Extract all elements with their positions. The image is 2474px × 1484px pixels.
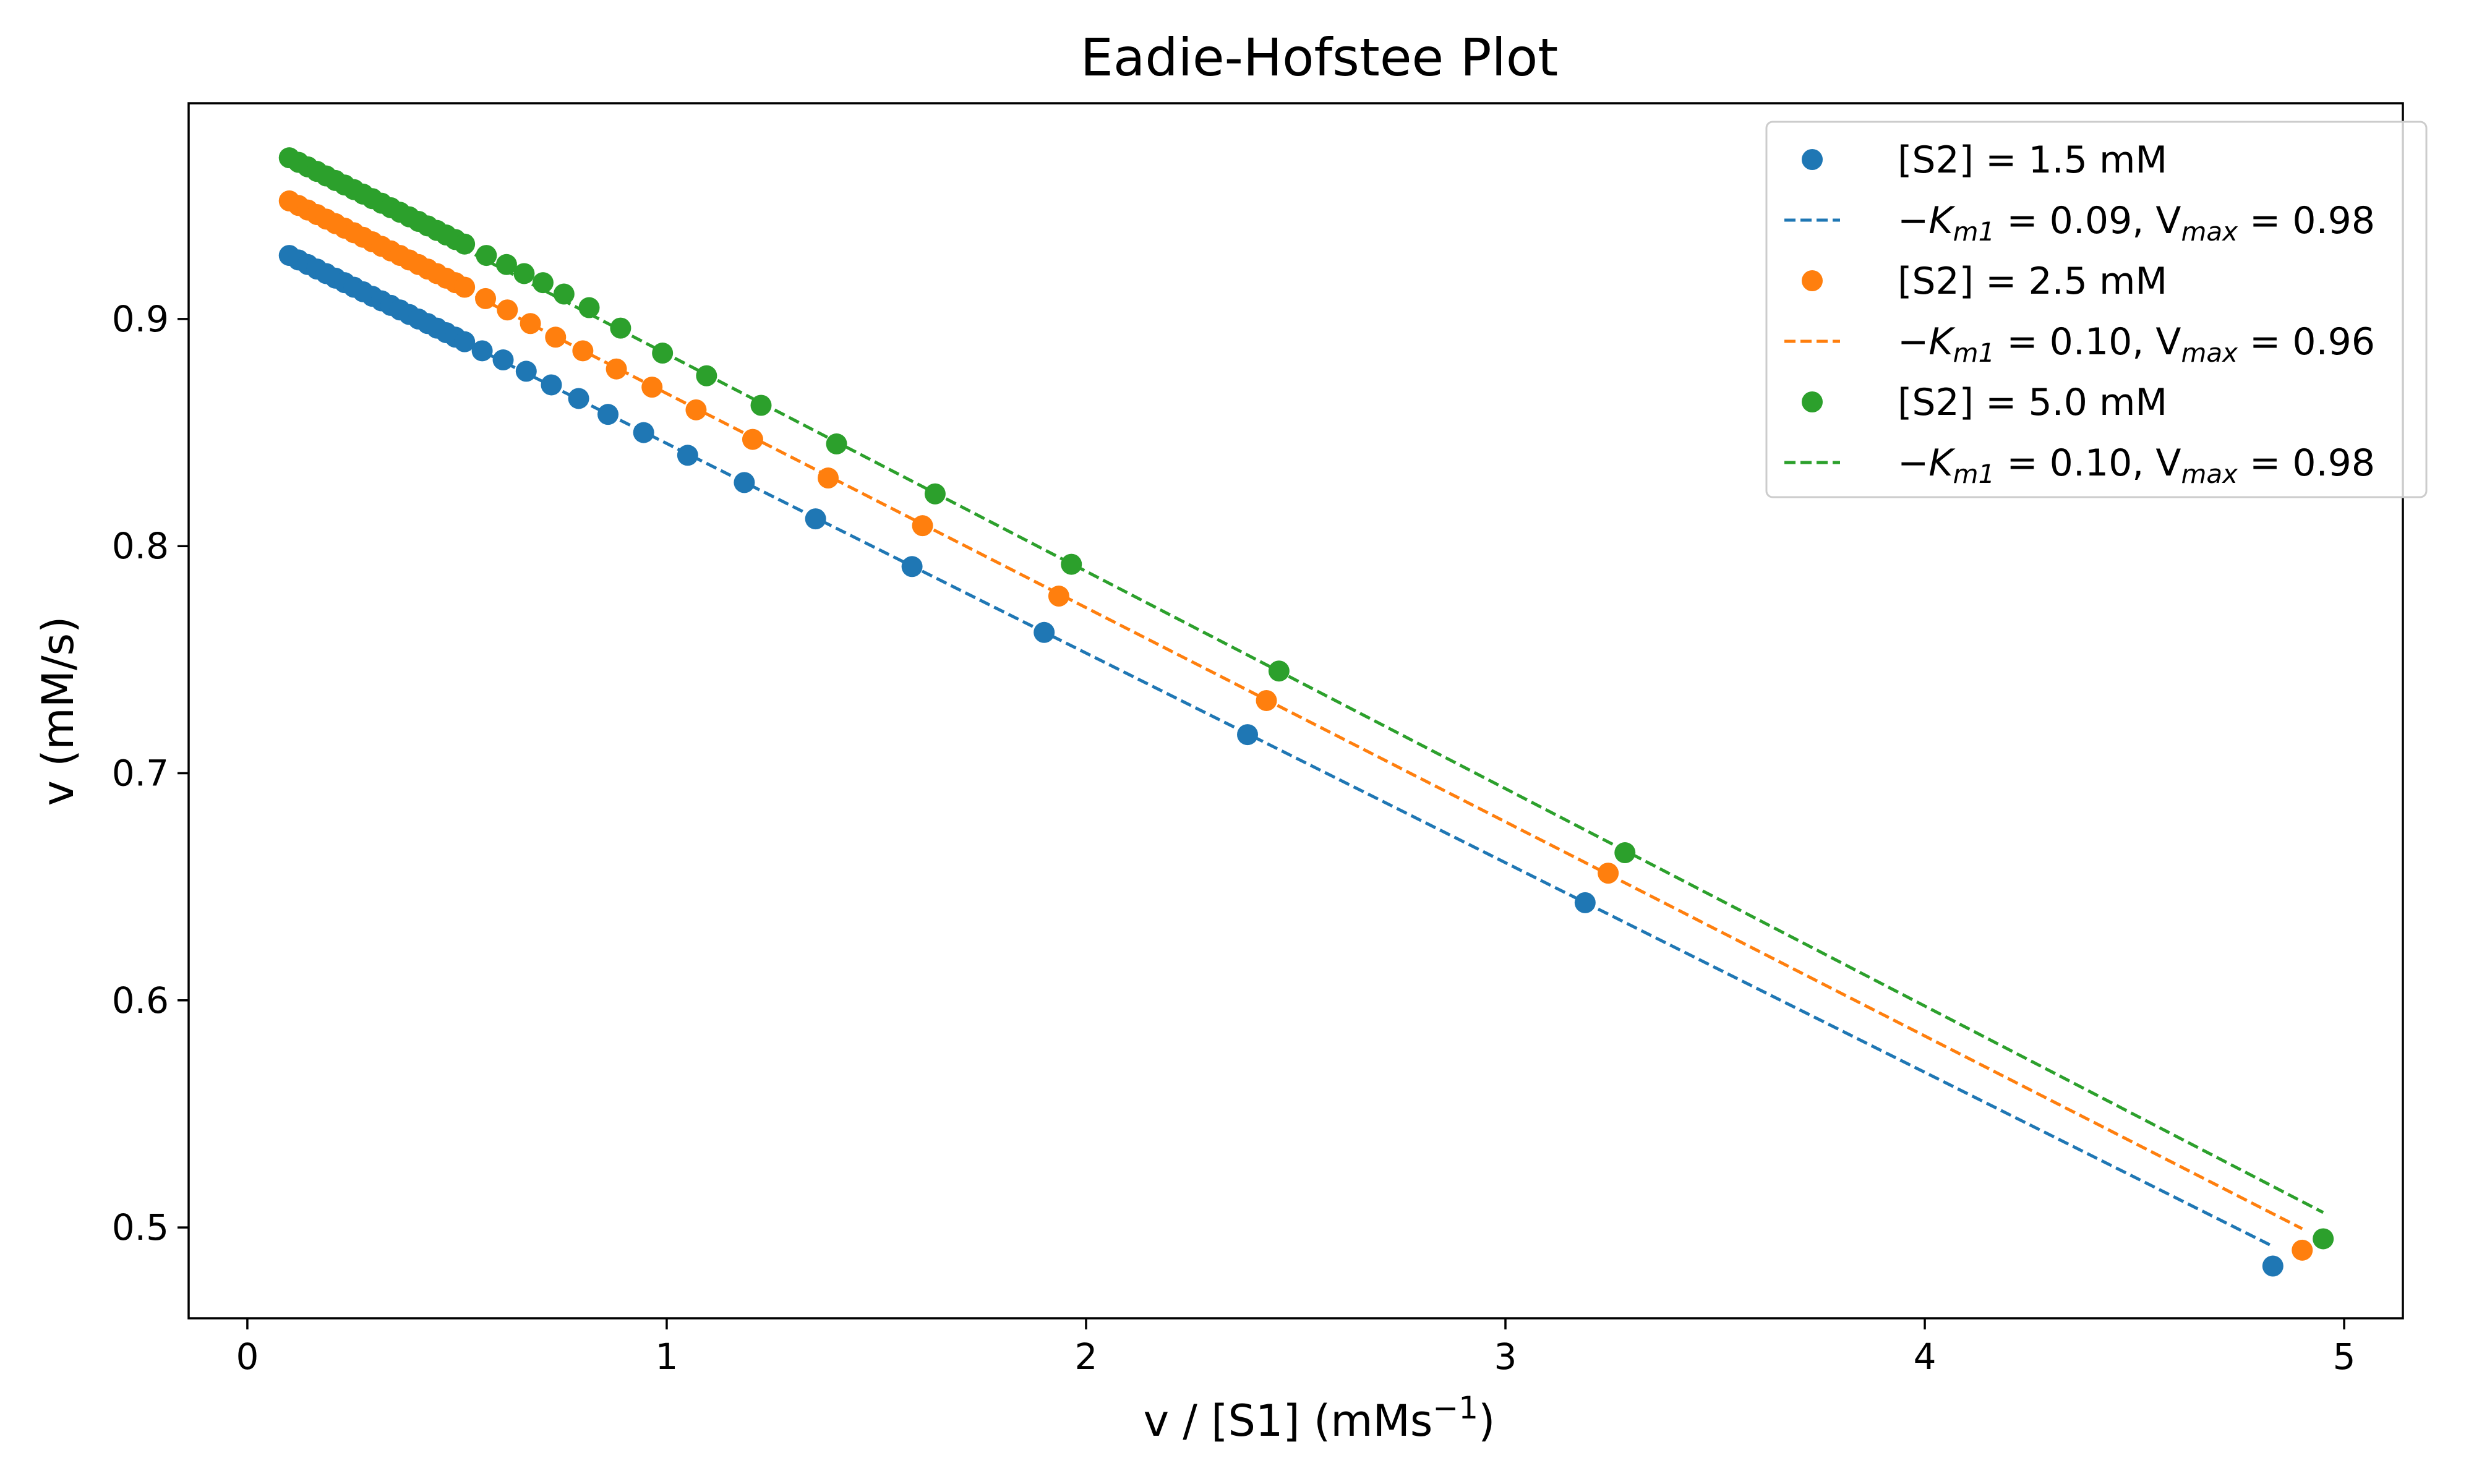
data-point-series-3 [652,343,674,364]
data-point-series-3 [513,263,535,284]
y-tick-label: 0.7 [112,753,169,795]
y-tick-label: 0.9 [112,298,169,340]
data-point-series-3 [924,483,946,505]
data-point-series-2 [1598,863,1619,884]
x-tick-label: 0 [236,1336,259,1378]
x-tick-label: 1 [656,1336,678,1378]
data-point-series-1 [515,360,537,382]
legend-marker-series-1 [1802,149,1823,170]
data-point-series-2 [817,467,839,489]
data-point-series-3 [826,433,847,454]
legend-label-fit-2: −Km1 = 0.10, Vmax = 0.96 [1898,320,2375,368]
data-point-series-2 [606,358,627,380]
data-point-series-3 [454,233,476,255]
y-tick-label: 0.6 [112,979,169,1021]
x-tick-label: 4 [1914,1336,1937,1378]
data-point-series-1 [1034,621,1055,643]
y-tick-label: 0.8 [112,525,169,567]
data-point-series-3 [2313,1228,2334,1250]
data-point-series-3 [578,297,600,318]
y-axis: 0.5 0.6 0.7 0.8 0.9 [112,298,189,1248]
data-point-series-1 [597,404,619,425]
data-point-series-3 [1614,842,1636,864]
data-point-series-3 [553,283,575,305]
data-point-series-1 [2262,1255,2284,1277]
data-point-series-1 [568,388,589,409]
x-axis-label: v / [S1] (mMs−1) [1144,1390,1496,1446]
legend-label-fit-3: −Km1 = 0.10, Vmax = 0.98 [1898,441,2375,489]
legend-label-series-1: [S2] = 1.5 mM [1898,139,2167,182]
x-axis-label-tail: ) [1478,1396,1495,1446]
legend-label-series-3: [S2] = 5.0 mM [1898,381,2167,424]
data-point-series-2 [1048,586,1069,607]
legend-label-series-2: [S2] = 2.5 mM [1898,260,2167,303]
data-point-series-2 [641,377,663,398]
data-point-series-3 [696,365,717,386]
data-point-series-2 [572,340,594,362]
y-axis-label: v (mM/s) [33,616,83,806]
data-point-series-1 [471,340,493,362]
data-point-series-1 [492,349,514,371]
data-point-series-2 [685,399,707,420]
data-point-series-2 [454,276,476,298]
x-tick-label: 2 [1075,1336,1098,1378]
data-point-series-2 [520,313,541,335]
legend-marker-series-2 [1802,270,1823,291]
data-point-series-2 [1256,689,1277,711]
data-point-series-2 [545,326,567,348]
data-point-series-1 [805,508,826,530]
x-tick-label: 5 [2333,1336,2356,1378]
data-point-series-3 [532,272,554,294]
data-point-series-2 [475,288,497,309]
legend-label-fit-1: −Km1 = 0.09, Vmax = 0.98 [1898,199,2375,247]
data-point-series-1 [633,422,654,443]
data-point-series-3 [1268,660,1290,682]
fit-line-series-3 [288,156,2324,1214]
x-axis-label-main: v / [S1] (mMs [1144,1396,1433,1446]
data-point-series-3 [495,254,517,275]
plot-marks [278,147,2334,1277]
data-point-series-2 [742,429,763,450]
data-point-series-2 [2292,1239,2313,1261]
data-point-series-3 [610,317,631,339]
x-tick-label: 3 [1494,1336,1517,1378]
data-point-series-1 [1237,724,1259,746]
plot-area-frame [187,102,2404,1320]
data-point-series-3 [1061,553,1082,575]
chart-title: Eadie-Hofstee Plot [1081,27,1558,88]
legend: [S2] = 1.5 mM −Km1 = 0.09, Vmax = 0.98 [S2… [1765,121,2428,498]
data-point-series-1 [454,331,476,352]
data-point-series-1 [541,374,562,396]
data-point-series-1 [1574,892,1596,913]
data-point-series-1 [901,556,923,578]
data-point-series-3 [476,245,497,267]
y-tick-label: 0.5 [112,1206,169,1248]
data-point-series-2 [912,515,933,537]
x-axis: 0 1 2 3 4 5 [236,1318,2356,1378]
x-axis-label-superscript: −1 [1432,1390,1478,1426]
legend-box [1765,121,2428,498]
data-point-series-2 [497,299,518,321]
data-point-series-3 [750,394,772,416]
legend-marker-series-3 [1802,391,1823,412]
data-point-series-1 [677,445,698,466]
data-point-series-1 [734,472,755,493]
